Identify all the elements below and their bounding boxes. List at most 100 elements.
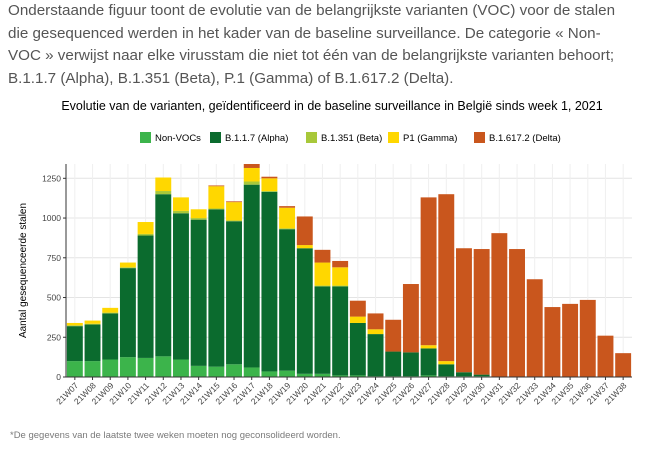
- bar-segment: [349, 375, 366, 377]
- legend-label: B.1.351 (Beta): [321, 133, 382, 144]
- legend-label: B.1.1.7 (Alpha): [225, 133, 288, 144]
- bar-segment: [155, 191, 172, 195]
- bar-segment: [332, 267, 349, 286]
- bar-segment: [226, 201, 242, 203]
- bar-segment: [208, 208, 225, 210]
- bar-segment: [102, 312, 119, 314]
- legend-label: P1 (Gamma): [403, 133, 457, 144]
- bar-segment: [314, 285, 331, 287]
- bar-segment: [84, 361, 101, 377]
- bar-segment: [243, 367, 260, 377]
- bar-segment: [66, 325, 83, 327]
- bar-segment: [102, 313, 119, 360]
- y-tick-label: 1250: [42, 173, 61, 183]
- bar-segment: [438, 364, 455, 377]
- bar-segment: [296, 216, 313, 246]
- bar-segment: [420, 348, 437, 376]
- bar-segment: [226, 221, 242, 365]
- y-tick-label: 250: [47, 332, 61, 342]
- y-tick-label: 0: [56, 372, 61, 382]
- bar-segment: [473, 374, 490, 377]
- bar-segment: [190, 218, 207, 220]
- bar-segment: [208, 366, 225, 377]
- bar-segment: [66, 326, 83, 362]
- bar-segment: [173, 210, 189, 214]
- bar-segment: [155, 194, 172, 357]
- intro-paragraph: Onderstaande figuur toont de evolutie va…: [8, 0, 660, 90]
- bar-segment: [243, 181, 260, 185]
- bar-segment: [173, 359, 189, 377]
- bar-segment: [332, 375, 349, 377]
- bar-segment: [385, 351, 402, 377]
- bar-segment: [385, 319, 402, 352]
- legend-swatch: [306, 132, 317, 143]
- bar-segment: [84, 323, 101, 325]
- bar-segment: [296, 245, 313, 249]
- bar-segment: [84, 320, 101, 324]
- bar-segment: [314, 249, 331, 263]
- bar-segment: [420, 375, 437, 377]
- bar-segment: [66, 361, 83, 377]
- bar-segment: [509, 249, 525, 377]
- bar-segment: [208, 186, 225, 209]
- bar-segment: [349, 316, 366, 323]
- legend-swatch: [210, 132, 221, 143]
- bar-segment: [173, 213, 189, 360]
- bar-segment: [438, 194, 455, 362]
- bar-segment: [119, 267, 136, 269]
- bar-segment: [279, 229, 296, 371]
- intro-line: VOC » verwijst naar elke virusstam die n…: [8, 47, 615, 64]
- bar-segment: [349, 300, 366, 317]
- bar-segment: [420, 197, 437, 346]
- bar-segment: [438, 361, 455, 365]
- chart-bars: [66, 164, 632, 377]
- bar-segment: [226, 202, 242, 221]
- bar-segment: [279, 228, 296, 230]
- bar-segment: [261, 191, 278, 192]
- bar-segment: [137, 233, 154, 236]
- bar-segment: [84, 324, 101, 362]
- legend-swatch: [474, 132, 485, 143]
- legend-swatch: [140, 132, 151, 143]
- bar-segment: [615, 353, 632, 377]
- bar-segment: [243, 184, 260, 368]
- bar-segment: [137, 235, 154, 358]
- legend-label: B.1.617.2 (Delta): [489, 133, 561, 144]
- bar-segment: [261, 176, 278, 179]
- bar-segment: [155, 177, 172, 192]
- y-tick-label: 500: [47, 293, 61, 303]
- bar-segment: [208, 185, 225, 187]
- bar-segment: [296, 248, 313, 374]
- bar-segment: [544, 307, 561, 377]
- y-axis-label: Aantal gesequenceerde stalen: [18, 203, 29, 338]
- bar-segment: [332, 285, 349, 287]
- y-tick-label: 750: [47, 253, 61, 263]
- bar-segment: [261, 371, 278, 377]
- y-axis: 0 250 500 750 1000 1250: [42, 164, 67, 382]
- bar-segment: [190, 365, 207, 377]
- bar-segment: [402, 284, 419, 353]
- bar-segment: [243, 167, 260, 182]
- footnote: *De gegevens van de laatste twee weken m…: [10, 430, 341, 441]
- bar-segment: [243, 164, 260, 168]
- bar-segment: [367, 334, 384, 377]
- bar-segment: [332, 286, 349, 376]
- intro-line: die gesequenced werden in het kader van …: [8, 24, 601, 42]
- bar-segment: [279, 206, 296, 208]
- chart-legend: Non-VOCs B.1.1.7 (Alpha) B.1.351 (Beta) P1 …: [140, 132, 561, 144]
- variant-chart: Evolutie van de varianten, geïdentificee…: [18, 99, 632, 406]
- bar-segment: [314, 373, 331, 377]
- legend-swatch: [388, 132, 399, 143]
- bar-segment: [226, 364, 242, 377]
- bar-segment: [579, 299, 596, 377]
- bar-segment: [190, 209, 207, 219]
- bar-segment: [296, 373, 313, 377]
- legend-label: Non-VOCs: [155, 133, 201, 144]
- bar-segment: [261, 191, 278, 372]
- bar-segment: [226, 220, 242, 222]
- bar-segment: [597, 335, 614, 377]
- bar-segment: [208, 209, 225, 367]
- bar-segment: [456, 372, 472, 377]
- bar-segment: [279, 370, 296, 377]
- bar-segment: [137, 222, 154, 234]
